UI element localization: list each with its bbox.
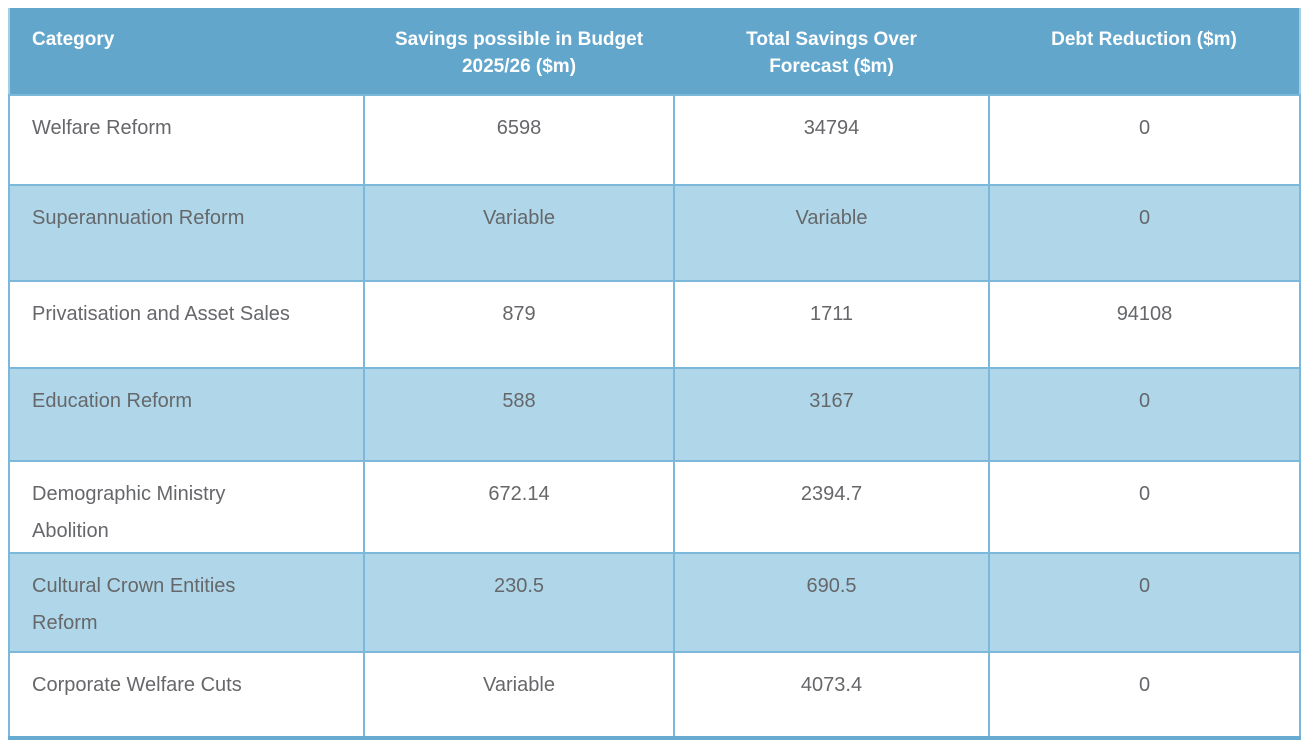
value-cell: 6598 (363, 94, 675, 186)
savings-table-container: Category Savings possible in Budget 2025/… (8, 8, 1301, 740)
value-cell: Variable (363, 184, 675, 282)
table-row: Welfare Reform 6598 34794 0 (8, 94, 1301, 186)
header-row: Category Savings possible in Budget 2025/… (9, 8, 1300, 95)
category-cell: Demographic Ministry Abolition (8, 460, 365, 554)
value-cell: 690.5 (673, 552, 990, 653)
value-cell: 0 (988, 367, 1301, 462)
value-cell: 230.5 (363, 552, 675, 653)
value-cell: 588 (363, 367, 675, 462)
category-cell: Superannuation Reform (8, 184, 365, 282)
table-header: Category Savings possible in Budget 2025/… (9, 8, 1300, 95)
category-cell: Education Reform (8, 367, 365, 462)
value-cell: 0 (988, 460, 1301, 554)
table-row: Superannuation Reform Variable Variable 0 (8, 184, 1301, 282)
table-row: Cultural Crown Entities Reform 230.5 690.5… (8, 552, 1301, 653)
column-header: Debt Reduction ($m) (989, 8, 1300, 95)
value-cell: Variable (363, 651, 675, 739)
table-body: Welfare Reform 6598 34794 0 Superannuation R… (8, 94, 1301, 739)
value-cell: 0 (988, 651, 1301, 739)
table-row: Education Reform 588 3167 0 (8, 367, 1301, 462)
table-row: Corporate Welfare Cuts Variable 4073.4 0 (8, 651, 1301, 739)
value-cell: 879 (363, 280, 675, 369)
value-cell: Variable (673, 184, 990, 282)
column-header: Category (9, 8, 364, 95)
value-cell: 1711 (673, 280, 990, 369)
category-cell: Privatisation and Asset Sales (8, 280, 365, 369)
value-cell: 34794 (673, 94, 990, 186)
table-row: Demographic Ministry Abolition 672.14 2394… (8, 460, 1301, 554)
value-cell: 4073.4 (673, 651, 990, 739)
value-cell: 3167 (673, 367, 990, 462)
value-cell: 0 (988, 94, 1301, 186)
category-cell: Cultural Crown Entities Reform (8, 552, 365, 653)
value-cell: 2394.7 (673, 460, 990, 554)
table-row: Privatisation and Asset Sales 879 1711 9410… (8, 280, 1301, 369)
column-header: Total Savings Over Forecast ($m) (674, 8, 989, 95)
column-header: Savings possible in Budget 2025/26 ($m) (364, 8, 674, 95)
category-cell: Corporate Welfare Cuts (8, 651, 365, 739)
value-cell: 672.14 (363, 460, 675, 554)
savings-table: Category Savings possible in Budget 2025/… (8, 8, 1301, 740)
value-cell: 94108 (988, 280, 1301, 369)
category-cell: Welfare Reform (8, 94, 365, 186)
value-cell: 0 (988, 184, 1301, 282)
value-cell: 0 (988, 552, 1301, 653)
